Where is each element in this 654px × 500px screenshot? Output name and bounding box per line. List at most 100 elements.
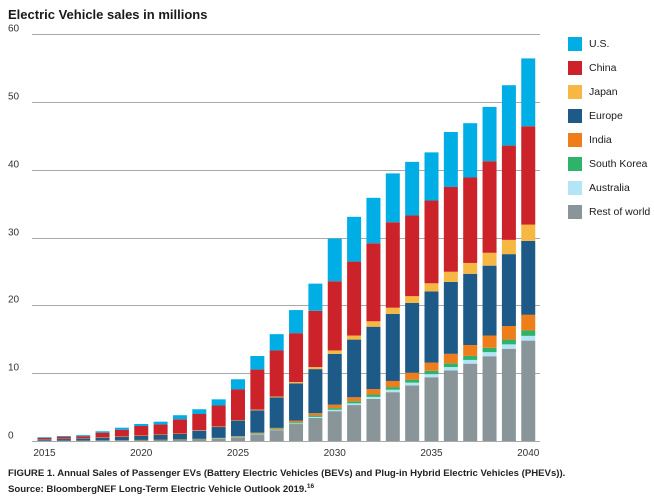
bar-2020-rest-of-world xyxy=(134,440,149,441)
bar-2037-rest-of-world xyxy=(463,363,478,441)
bar-2026-china xyxy=(250,369,265,410)
legend-item-rest-of-world: Rest of world xyxy=(568,200,650,224)
bar-2031-australia xyxy=(347,403,362,406)
bar-2030-china xyxy=(327,281,342,351)
bar-2028-u-s xyxy=(289,310,304,334)
bar-2024-u-s xyxy=(211,399,226,406)
bar-2027-australia xyxy=(269,429,284,431)
bar-2031-china xyxy=(347,261,362,336)
bar-2016-europe xyxy=(56,438,71,441)
bar-2036-europe xyxy=(443,281,458,354)
legend-swatch-china xyxy=(568,61,582,75)
legend-swatch-japan xyxy=(568,85,582,99)
bar-2030-south-korea xyxy=(327,408,342,410)
bar-2029-u-s xyxy=(308,283,323,311)
bar-2039-japan xyxy=(501,239,516,255)
bar-2034-india xyxy=(405,372,420,380)
bar-2029-china xyxy=(308,310,323,368)
bar-2037-u-s xyxy=(463,123,478,178)
bar-2025-china xyxy=(231,389,245,420)
legend-swatch-europe xyxy=(568,109,582,123)
bar-2027-china xyxy=(269,350,284,397)
bar-2033-south-korea xyxy=(385,387,400,390)
bar-2020-u-s xyxy=(134,423,149,426)
bar-2016-u-s xyxy=(56,435,71,437)
bar-2019-china xyxy=(114,429,129,437)
legend-item-europe: Europe xyxy=(568,104,650,128)
bar-2017-china xyxy=(76,436,91,439)
bar-2018-u-s xyxy=(95,431,110,433)
bar-2039-rest-of-world xyxy=(501,348,516,441)
bar-2025-japan xyxy=(231,419,245,421)
bar-2038-u-s xyxy=(482,106,497,162)
bar-2025-u-s xyxy=(231,379,245,390)
bar-2024-china xyxy=(211,405,226,427)
y-tick-label-10: 10 xyxy=(8,363,20,374)
bar-2025-india xyxy=(231,436,245,437)
bar-2037-india xyxy=(463,345,478,356)
legend-label-japan: Japan xyxy=(589,86,618,98)
x-tick-label-2035: 2035 xyxy=(420,448,443,459)
bar-2031-south-korea xyxy=(347,401,362,404)
bar-2026-japan xyxy=(250,409,265,411)
bar-2035-china xyxy=(424,200,439,284)
bar-2031-europe xyxy=(347,339,362,398)
bar-2037-japan xyxy=(463,262,478,274)
bar-2017-rest-of-world xyxy=(76,440,91,441)
bar-2040-u-s xyxy=(521,58,536,127)
bar-2015-europe xyxy=(37,439,52,441)
bar-2029-australia xyxy=(308,416,323,418)
chart-legend: U.S. China Japan Europe India South Korea Aust… xyxy=(568,32,650,224)
bar-2037-south-korea xyxy=(463,355,478,360)
bar-2016-china xyxy=(56,436,71,439)
bar-2036-india xyxy=(443,353,458,364)
bar-2022-u-s xyxy=(172,415,187,420)
bar-2025-europe xyxy=(231,420,245,437)
bar-2021-europe xyxy=(153,434,168,440)
chart-title: Electric Vehicle sales in millions xyxy=(8,7,208,22)
bar-2034-australia xyxy=(405,382,420,386)
bar-2038-japan xyxy=(482,252,497,266)
bar-2032-japan xyxy=(366,321,381,327)
caption-line-1: FIGURE 1. Annual Sales of Passenger EVs … xyxy=(8,468,566,479)
bar-2029-rest-of-world xyxy=(308,417,323,441)
bar-2022-europe xyxy=(172,433,187,440)
legend-label-rest-of-world: Rest of world xyxy=(589,206,651,218)
bar-2028-india xyxy=(289,420,304,423)
bar-2040-rest-of-world xyxy=(521,340,536,441)
bar-2035-u-s xyxy=(424,152,439,201)
y-tick-label-60: 60 xyxy=(8,24,20,35)
bar-2028-japan xyxy=(289,381,304,384)
caption-line-2: Source: BloombergNEF Long-Term Electric … xyxy=(8,480,565,496)
legend-swatch-rest-of-world xyxy=(568,205,582,219)
bar-2018-rest-of-world xyxy=(95,440,110,441)
bar-2024-japan xyxy=(211,426,226,428)
bar-2034-u-s xyxy=(405,161,420,216)
legend-label-india: India xyxy=(589,134,612,146)
legend-item-south-korea: South Korea xyxy=(568,152,650,176)
y-tick-label-40: 40 xyxy=(8,160,20,171)
bar-2036-u-s xyxy=(443,132,458,187)
bar-2028-south-korea xyxy=(289,422,304,424)
bar-2026-south-korea xyxy=(250,433,265,434)
bar-2033-australia xyxy=(385,389,400,393)
bar-2031-japan xyxy=(347,335,362,340)
bar-2030-australia xyxy=(327,409,342,412)
bar-2029-japan xyxy=(308,367,323,370)
bar-2023-europe xyxy=(192,430,207,439)
bar-2027-europe xyxy=(269,397,284,428)
bar-2032-u-s xyxy=(366,197,381,244)
bar-2030-japan xyxy=(327,350,342,354)
bar-2036-china xyxy=(443,186,458,272)
bar-2023-china xyxy=(192,414,207,431)
bar-2036-south-korea xyxy=(443,363,458,368)
bar-2031-india xyxy=(347,397,362,402)
bar-2038-south-korea xyxy=(482,347,497,353)
bar-2038-rest-of-world xyxy=(482,356,497,441)
caption-source: Source: BloombergNEF Long-Term Electric … xyxy=(8,484,307,496)
bar-2025-rest-of-world xyxy=(231,437,245,441)
legend-item-india: India xyxy=(568,128,650,152)
bar-2024-rest-of-world xyxy=(211,438,226,441)
bar-2021-rest-of-world xyxy=(153,439,168,441)
legend-label-europe: Europe xyxy=(589,110,623,122)
